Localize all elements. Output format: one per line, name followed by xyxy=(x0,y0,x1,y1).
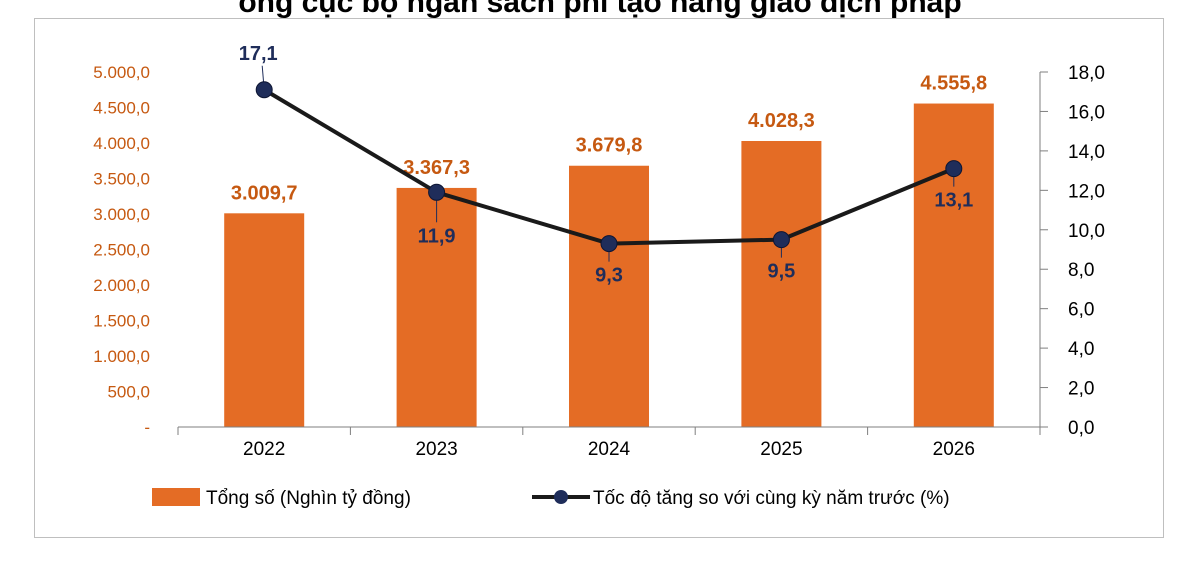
bar-2026 xyxy=(913,103,994,427)
left-axis-tick-label: 2.000,0 xyxy=(93,276,150,295)
right-axis-tick-label: 4,0 xyxy=(1068,339,1094,360)
legend-line-label: Tốc độ tăng so với cùng kỳ năm trước (%) xyxy=(593,488,950,509)
line-point-label-2023: 11,9 xyxy=(418,225,456,247)
x-axis-tick-label: 2023 xyxy=(415,439,457,460)
right-axis-tick-label: 16,0 xyxy=(1068,102,1105,123)
left-axis-ticks: - 500,0 1.000,0 1.500,0 2.000,0 2.500,0 3.000,… xyxy=(93,63,150,437)
bar-2025 xyxy=(741,140,822,427)
line-point-label-2026: 13,1 xyxy=(934,190,973,212)
right-axis-ticks: 0,0 2,0 4,0 6,0 8,0 10,0 12,0 14,0 16,0 18,0 xyxy=(1040,63,1105,439)
bar-label-2022: 3.009,7 xyxy=(231,182,298,204)
chart-frame xyxy=(34,18,1164,538)
line-point-2024 xyxy=(600,235,618,253)
right-axis-tick-label: 8,0 xyxy=(1068,260,1094,281)
bar-series: 3.009,7 3.367,3 3.679,8 4.028,3 4.555,8 xyxy=(224,73,994,428)
right-axis-tick-label: 18,0 xyxy=(1068,63,1105,84)
line-point-2026 xyxy=(945,160,963,178)
chart-title: ổng cục bộ ngân sách phi tạo hàng giao d… xyxy=(238,0,962,19)
x-axis-tick-label: 2025 xyxy=(760,439,802,460)
line-point-2023 xyxy=(428,183,446,201)
right-axis-tick-label: 10,0 xyxy=(1068,221,1105,242)
x-axis-tick-label: 2026 xyxy=(933,439,975,460)
x-axis-tick-label: 2022 xyxy=(243,439,285,460)
bar-label-2024: 3.679,8 xyxy=(576,135,643,157)
bar-label-2025: 4.028,3 xyxy=(748,110,815,132)
left-axis-tick-label: 2.500,0 xyxy=(93,241,150,260)
line-point-2025 xyxy=(772,231,790,249)
right-axis-tick-label: 0,0 xyxy=(1068,418,1094,439)
x-axis-ticks: 2022 2023 2024 2025 2026 xyxy=(177,427,1041,460)
left-axis-tick-label: 1.000,0 xyxy=(93,347,150,366)
bar-label-2023: 3.367,3 xyxy=(403,157,470,179)
line-point-label-2025: 9,5 xyxy=(767,261,795,283)
legend: Tổng số (Nghìn tỷ đồng) Tốc độ tăng so vớ… xyxy=(152,488,950,509)
right-axis-tick-label: 6,0 xyxy=(1068,300,1094,321)
left-axis-tick-label: 4.500,0 xyxy=(93,99,150,118)
left-axis-tick-label: 4.000,0 xyxy=(93,134,150,153)
bar-2023 xyxy=(396,187,477,427)
bar-2024 xyxy=(569,165,649,428)
x-axis-tick-label: 2024 xyxy=(588,439,631,460)
right-axis-tick-label: 12,0 xyxy=(1068,181,1105,202)
line-point-label-2024: 9,3 xyxy=(595,265,623,287)
right-axis-tick-label: 2,0 xyxy=(1068,379,1094,400)
bar-label-2026: 4.555,8 xyxy=(920,73,987,95)
right-axis-tick-label: 14,0 xyxy=(1068,142,1105,163)
line-point-label-2022: 17,1 xyxy=(239,43,278,65)
left-axis-tick-label: - xyxy=(144,418,150,437)
left-axis-tick-label: 3.000,0 xyxy=(93,205,150,224)
left-axis-tick-label: 500,0 xyxy=(107,383,150,402)
left-axis-tick-label: 1.500,0 xyxy=(93,312,150,331)
axes xyxy=(178,72,1041,428)
left-axis-tick-label: 3.500,0 xyxy=(93,170,150,189)
legend-bar-label: Tổng số (Nghìn tỷ đồng) xyxy=(206,488,411,509)
left-axis-tick-label: 5.000,0 xyxy=(93,63,150,82)
legend-line-marker xyxy=(554,490,568,504)
line-point-2022 xyxy=(255,81,273,99)
legend-bar-swatch xyxy=(152,488,200,506)
line-series: 17,1 11,9 9,3 9,5 13,1 xyxy=(239,43,974,287)
bar-2022 xyxy=(224,213,305,427)
